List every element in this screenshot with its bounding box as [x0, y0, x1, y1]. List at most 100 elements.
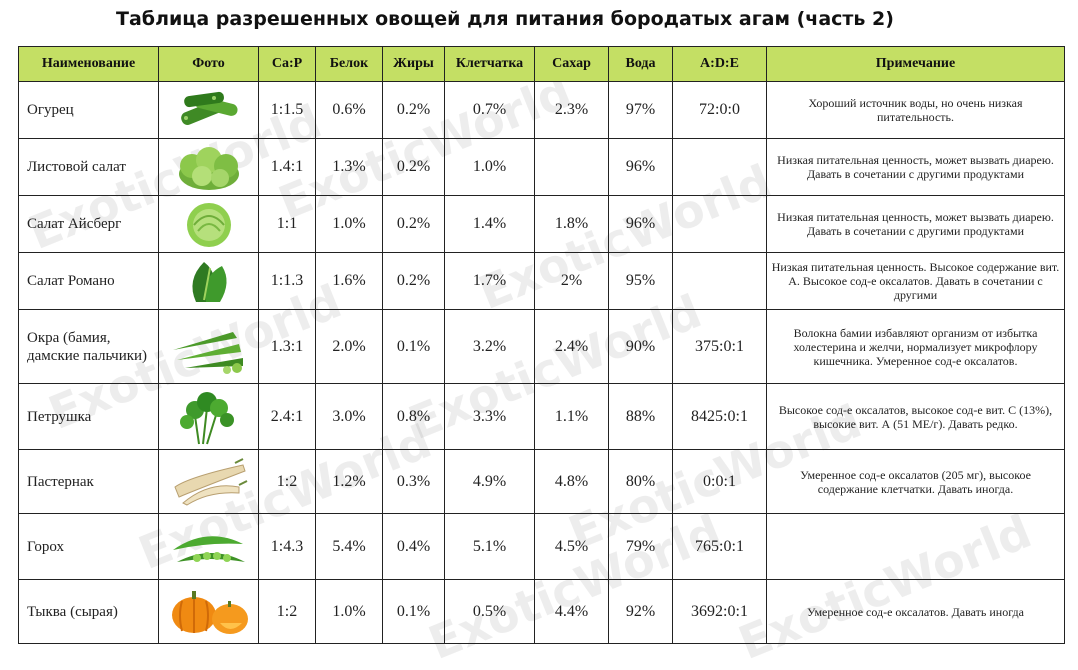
water-value: 96%	[608, 138, 673, 196]
table-row: Тыква (сырая) 1:2 1.0% 0.1% 0.5% 4.4% 92…	[18, 579, 1065, 644]
fiber-value: 0.7%	[444, 81, 535, 139]
column-header: Вода	[608, 46, 673, 82]
sugar-value: 1.1%	[534, 383, 609, 450]
table-row: Огурец 1:1.5 0.6% 0.2% 0.7% 2.3% 97% 72:…	[18, 81, 1065, 139]
water-value: 96%	[608, 195, 673, 253]
sugar-value	[534, 138, 609, 196]
table-row: Салат Айсберг 1:1 1.0% 0.2% 1.4% 1.8% 96…	[18, 195, 1065, 253]
ade-value: 8425:0:1	[672, 383, 767, 450]
iceberg-lettuce-icon	[158, 195, 259, 253]
table-row: Листовой салат 1.4:1 1.3% 0.2% 1.0% 96% …	[18, 138, 1065, 196]
protein-value: 3.0%	[315, 383, 383, 450]
vegetable-name: Пастернак	[18, 449, 159, 514]
note-text: Умеренное сод-е оксалатов. Давать иногда	[766, 579, 1065, 644]
fiber-value: 4.9%	[444, 449, 535, 514]
column-header: Наименование	[18, 46, 159, 82]
protein-value: 0.6%	[315, 81, 383, 139]
ca-p-value: 2.4:1	[258, 383, 316, 450]
protein-value: 1.2%	[315, 449, 383, 514]
fat-value: 0.2%	[382, 195, 445, 253]
fat-value: 0.1%	[382, 309, 445, 384]
water-value: 95%	[608, 252, 673, 310]
ca-p-value: 1:2	[258, 579, 316, 644]
page-title: Таблица разрешенных овощей для питания б…	[116, 8, 894, 30]
note-text: Низкая питательная ценность, может вызва…	[766, 195, 1065, 253]
fat-value: 0.1%	[382, 579, 445, 644]
column-header: Примечание	[766, 46, 1065, 82]
vegetable-name: Листовой салат	[18, 138, 159, 196]
column-header: Жиры	[382, 46, 445, 82]
water-value: 79%	[608, 513, 673, 580]
column-header: Сахар	[534, 46, 609, 82]
fat-value: 0.4%	[382, 513, 445, 580]
fat-value: 0.2%	[382, 138, 445, 196]
note-text	[766, 513, 1065, 580]
column-header: Белок	[315, 46, 383, 82]
parsnip-icon	[158, 449, 259, 514]
column-header: Фото	[158, 46, 259, 82]
note-text: Хороший источник воды, но очень низкая п…	[766, 81, 1065, 139]
fiber-value: 3.3%	[444, 383, 535, 450]
sugar-value: 4.8%	[534, 449, 609, 514]
ca-p-value: 1:1.3	[258, 252, 316, 310]
column-header: Клетчатка	[444, 46, 535, 82]
peas-icon	[158, 513, 259, 580]
sugar-value: 2.4%	[534, 309, 609, 384]
okra-icon	[158, 309, 259, 384]
ade-value	[672, 138, 767, 196]
fiber-value: 1.7%	[444, 252, 535, 310]
vegetable-name: Окра (бамия, дамские пальчики)	[18, 309, 159, 384]
ca-p-value: 1:1	[258, 195, 316, 253]
ca-p-value: 1.3:1	[258, 309, 316, 384]
ade-value: 72:0:0	[672, 81, 767, 139]
protein-value: 1.6%	[315, 252, 383, 310]
protein-value: 1.3%	[315, 138, 383, 196]
romaine-lettuce-icon	[158, 252, 259, 310]
fat-value: 0.2%	[382, 252, 445, 310]
table-row: Пастернак 1:2 1.2% 0.3% 4.9% 4.8% 80% 0:…	[18, 449, 1065, 514]
water-value: 88%	[608, 383, 673, 450]
fiber-value: 0.5%	[444, 579, 535, 644]
vegetable-name: Тыква (сырая)	[18, 579, 159, 644]
protein-value: 2.0%	[315, 309, 383, 384]
ade-value: 375:0:1	[672, 309, 767, 384]
protein-value: 5.4%	[315, 513, 383, 580]
water-value: 90%	[608, 309, 673, 384]
ade-value	[672, 195, 767, 253]
ca-p-value: 1.4:1	[258, 138, 316, 196]
fat-value: 0.8%	[382, 383, 445, 450]
ade-value: 765:0:1	[672, 513, 767, 580]
fat-value: 0.2%	[382, 81, 445, 139]
sugar-value: 1.8%	[534, 195, 609, 253]
water-value: 97%	[608, 81, 673, 139]
vegetable-name: Салат Романо	[18, 252, 159, 310]
fiber-value: 5.1%	[444, 513, 535, 580]
ade-value: 0:0:1	[672, 449, 767, 514]
fiber-value: 3.2%	[444, 309, 535, 384]
vegetable-name: Салат Айсберг	[18, 195, 159, 253]
parsley-icon	[158, 383, 259, 450]
table-header-row: Наименование Фото Ca:P Белок Жиры Клетча…	[18, 46, 1065, 82]
protein-value: 1.0%	[315, 195, 383, 253]
sugar-value: 2%	[534, 252, 609, 310]
vegetable-name: Петрушка	[18, 383, 159, 450]
ade-value	[672, 252, 767, 310]
note-text: Низкая питательная ценность. Высокое сод…	[766, 252, 1065, 310]
vegetable-name: Огурец	[18, 81, 159, 139]
ca-p-value: 1:2	[258, 449, 316, 514]
sugar-value: 4.5%	[534, 513, 609, 580]
note-text: Волокна бамии избавляют организм от избы…	[766, 309, 1065, 384]
fat-value: 0.3%	[382, 449, 445, 514]
note-text: Низкая питательная ценность, может вызва…	[766, 138, 1065, 196]
sugar-value: 4.4%	[534, 579, 609, 644]
vegetable-name: Горох	[18, 513, 159, 580]
ca-p-value: 1:4.3	[258, 513, 316, 580]
protein-value: 1.0%	[315, 579, 383, 644]
note-text: Высокое сод-е оксалатов, высокое сод-е в…	[766, 383, 1065, 450]
sugar-value: 2.3%	[534, 81, 609, 139]
fiber-value: 1.0%	[444, 138, 535, 196]
water-value: 92%	[608, 579, 673, 644]
pumpkin-icon	[158, 579, 259, 644]
note-text: Умеренное сод-е оксалатов (205 мг), высо…	[766, 449, 1065, 514]
leaf-lettuce-icon	[158, 138, 259, 196]
